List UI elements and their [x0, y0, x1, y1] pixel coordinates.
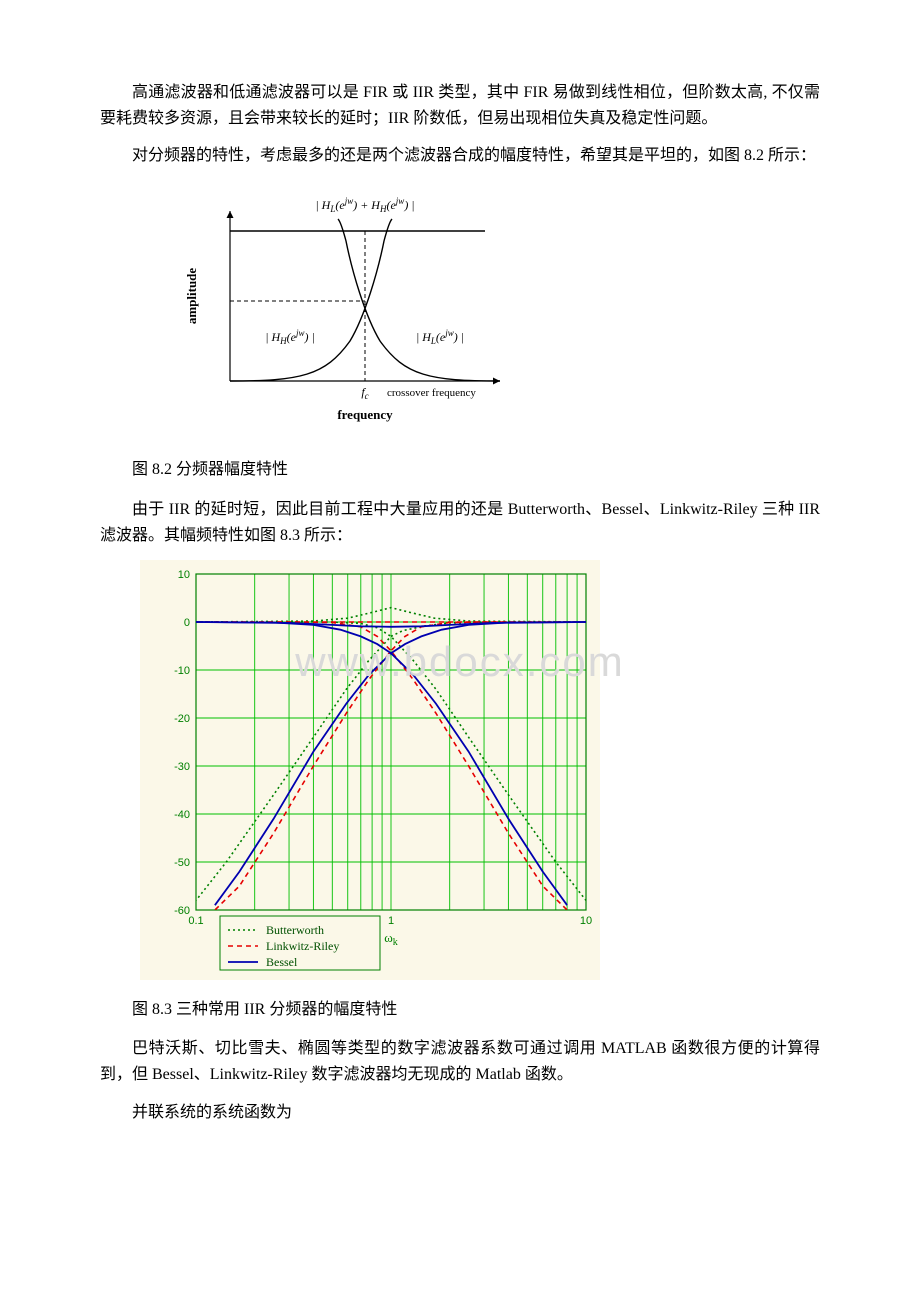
caption-8-2: 图 8.2 分频器幅度特性 [100, 457, 820, 483]
paragraph-3: 由于 IIR 的延时短，因此目前工程中大量应用的还是 Butterworth、B… [100, 497, 820, 548]
svg-text:0: 0 [184, 617, 190, 629]
svg-text:Linkwitz-Riley: Linkwitz-Riley [266, 939, 339, 953]
svg-text:-20: -20 [174, 713, 190, 725]
svg-text:-40: -40 [174, 809, 190, 821]
figure-8-3-svg: -60-50-40-30-20-100100.1110ωkButterworth… [140, 560, 600, 980]
svg-text:-10: -10 [174, 665, 190, 677]
svg-text:| HH(ejw) |: | HH(ejw) | [265, 328, 315, 346]
svg-text:| HL(ejw) + HH(ejw) |: | HL(ejw) + HH(ejw) | [315, 196, 414, 214]
svg-text:-50: -50 [174, 857, 190, 869]
svg-text:0.1: 0.1 [188, 915, 203, 927]
svg-text:1: 1 [388, 915, 394, 927]
svg-text:-30: -30 [174, 761, 190, 773]
svg-text:10: 10 [178, 569, 190, 581]
svg-text:fc: fc [361, 385, 368, 401]
figure-8-2-svg: | HL(ejw) + HH(ejw) | | HH(ejw) | | HL(ejw… [160, 181, 520, 441]
svg-text:Butterworth: Butterworth [266, 923, 324, 937]
figure-8-3: -60-50-40-30-20-100100.1110ωkButterworth… [140, 560, 820, 989]
svg-text:Bessel: Bessel [266, 955, 298, 969]
svg-text:amplitude: amplitude [184, 267, 199, 324]
paragraph-5: 并联系统的系统函数为 [100, 1100, 820, 1126]
svg-text:crossover frequency: crossover frequency [387, 387, 476, 399]
svg-text:frequency: frequency [337, 407, 393, 422]
svg-text:10: 10 [580, 915, 592, 927]
svg-text:| HL(ejw) |: | HL(ejw) | [416, 328, 464, 346]
caption-8-3: 图 8.3 三种常用 IIR 分频器的幅度特性 [100, 997, 820, 1023]
paragraph-2: 对分频器的特性，考虑最多的还是两个滤波器合成的幅度特性，希望其是平坦的，如图 8… [100, 143, 820, 169]
figure-8-2: | HL(ejw) + HH(ejw) | | HH(ejw) | | HL(ejw… [160, 181, 820, 450]
document-page: 高通滤波器和低通滤波器可以是 FIR 或 IIR 类型，其中 FIR 易做到线性… [0, 0, 920, 1197]
paragraph-1: 高通滤波器和低通滤波器可以是 FIR 或 IIR 类型，其中 FIR 易做到线性… [100, 80, 820, 131]
paragraph-4: 巴特沃斯、切比雪夫、椭圆等类型的数字滤波器系数可通过调用 MATLAB 函数很方… [100, 1036, 820, 1087]
